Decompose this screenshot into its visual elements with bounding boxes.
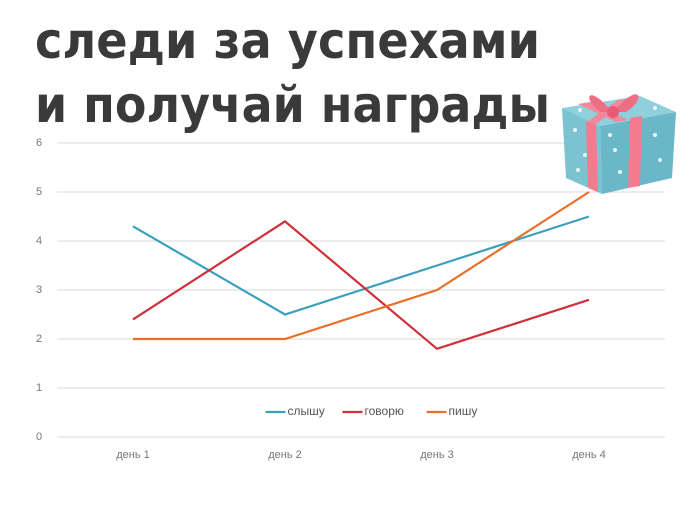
y-tick-label: 0 [36, 431, 42, 443]
legend-label: пишу [449, 404, 478, 418]
x-tick-label: день 3 [420, 449, 454, 461]
line-series [133, 191, 590, 341]
x-tick-label: день 2 [268, 449, 302, 461]
y-tick-label: 4 [36, 235, 42, 247]
line-series [132, 215, 590, 316]
chart-title: следи за успехами [35, 12, 540, 70]
x-tick-label: день 1 [116, 449, 150, 461]
y-tick-label: 1 [36, 382, 42, 394]
y-tick-label: 3 [36, 284, 42, 296]
line-series [132, 220, 590, 351]
gift-icon [562, 94, 676, 194]
x-tick-label: день 4 [572, 449, 606, 461]
legend-label: говорю [365, 404, 404, 418]
legend-label: слышу [288, 404, 325, 418]
y-tick-label: 5 [36, 186, 42, 198]
chart-title: и получай награды [35, 76, 550, 134]
y-tick-label: 6 [36, 137, 42, 149]
y-tick-label: 2 [36, 333, 42, 345]
plot-area: 0 1 2 3 4 5 6 день 1 день 2 день 3 день 4 слышу гово… [36, 137, 665, 461]
